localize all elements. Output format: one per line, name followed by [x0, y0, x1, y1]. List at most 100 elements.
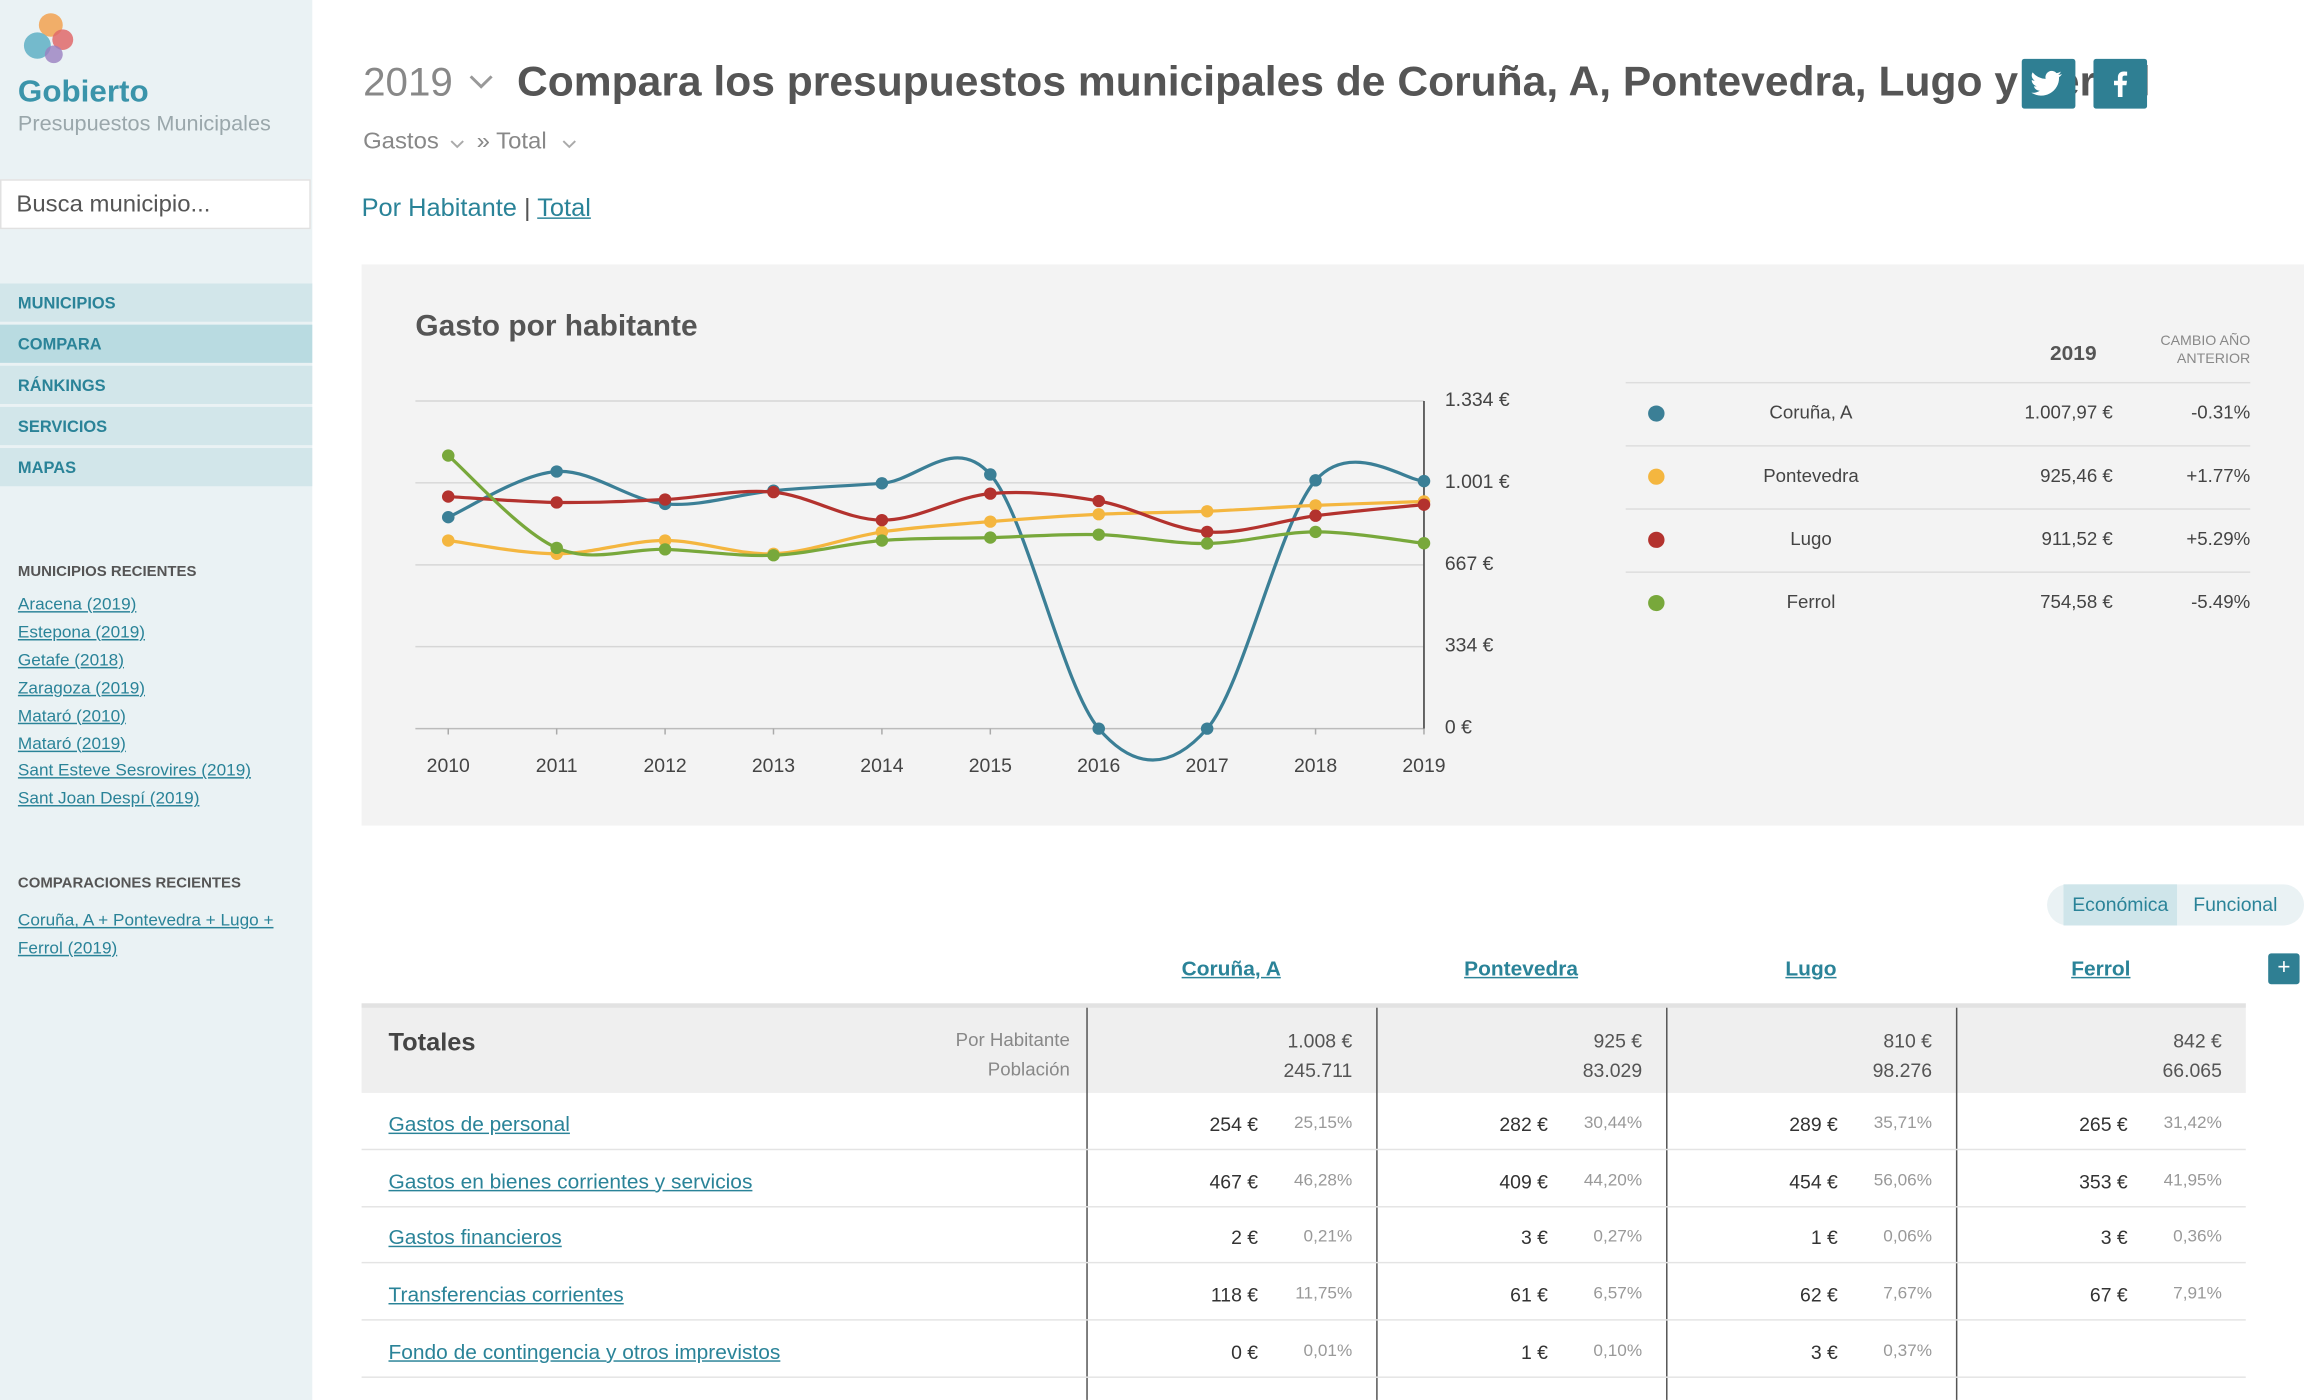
column-header[interactable]: Lugo — [1785, 956, 1837, 980]
legend-value: 925,46 € — [2040, 465, 2113, 487]
chevron — [562, 140, 576, 149]
cell-value: 353 € — [2079, 1170, 2128, 1193]
x-tick-label: 2013 — [752, 756, 795, 777]
column-header[interactable]: Ferrol — [2071, 956, 2131, 980]
legend-change: +1.77% — [2186, 465, 2251, 487]
row-label[interactable]: Fondo de contingencia y otros imprevisto… — [388, 1339, 781, 1363]
recent-link[interactable]: Zaragoza (2019) — [17, 679, 145, 698]
legend-change: -5.49% — [2191, 592, 2251, 613]
point — [1309, 525, 1322, 539]
cell-percent: 0,21% — [1303, 1228, 1353, 1247]
x-tick-label: 2010 — [427, 756, 470, 777]
area-select[interactable]: » Total — [476, 129, 547, 155]
point — [441, 534, 455, 547]
cell-percent: 31,42% — [2163, 1114, 2222, 1133]
row-label[interactable]: Gastos de personal — [388, 1112, 570, 1136]
point — [1200, 537, 1214, 550]
tab-active[interactable]: Económica — [2063, 884, 2178, 926]
legend-dot — [1648, 531, 1665, 548]
nav-item[interactable]: MUNICIPIOS — [0, 283, 313, 322]
legend-dot — [1648, 468, 1665, 485]
cell-percent: 30,44% — [1583, 1114, 1643, 1133]
recent-link[interactable]: Mataró (2010) — [17, 707, 126, 726]
nav-item[interactable]: MAPAS — [0, 448, 313, 487]
tab[interactable]: Funcional — [2193, 893, 2278, 916]
year-select[interactable]: 2019 — [363, 60, 453, 105]
recent-link[interactable]: Sant Joan Despí (2019) — [17, 790, 200, 809]
cell-percent: 0,37% — [1883, 1342, 1933, 1360]
cell-percent: 0,01% — [1303, 1342, 1353, 1360]
kind-select[interactable]: Gastos — [363, 129, 439, 155]
population: 83.029 — [1582, 1059, 1643, 1082]
recent-link[interactable]: Estepona (2019) — [17, 624, 146, 642]
recent-link[interactable]: Getafe (2018) — [17, 651, 124, 670]
point — [441, 449, 455, 462]
series-line — [448, 489, 1425, 534]
x-tick-label: 2011 — [536, 756, 578, 777]
per-inhabitant-label: Por Habitante — [955, 1029, 1070, 1051]
twitter-button[interactable] — [2021, 58, 2076, 109]
recent-link[interactable]: Aracena (2019) — [17, 596, 137, 615]
total-link[interactable]: Total — [537, 193, 591, 222]
logo-subtitle: Presupuestos Municipales — [17, 113, 271, 137]
per-inhabitant: 810 € — [1883, 1029, 1933, 1052]
cell-value: 3 € — [1520, 1227, 1548, 1250]
point — [875, 534, 889, 547]
legend-name: Lugo — [1790, 528, 1832, 550]
point — [767, 485, 780, 499]
recent-link[interactable]: Sant Esteve Sesrovires (2019) — [17, 762, 251, 781]
population-label: Población — [987, 1059, 1070, 1080]
legend-change: +5.29% — [2186, 528, 2251, 550]
legend-dot — [1648, 405, 1665, 422]
point — [984, 531, 997, 544]
chevron — [469, 75, 493, 89]
y-tick-label: 0 € — [1445, 718, 1472, 739]
nav-item[interactable]: COMPARA — [0, 324, 313, 363]
row-label[interactable]: Gastos financieros — [388, 1225, 562, 1250]
add-button[interactable]: + — [2268, 953, 2300, 985]
cell-percent: 0,36% — [2173, 1228, 2222, 1247]
point — [550, 541, 563, 555]
cell-value: 467 € — [1209, 1170, 1259, 1193]
point — [658, 543, 672, 556]
population: 66.065 — [2162, 1059, 2222, 1082]
per-inhabitant-link[interactable]: Por Habitante — [361, 193, 517, 222]
page-title: Compara los presupuestos municipales de … — [516, 58, 2151, 106]
y-tick-label: 334 € — [1445, 636, 1494, 657]
totals-label: Totales — [388, 1028, 476, 1057]
facebook-button[interactable] — [2093, 58, 2148, 109]
comparison-link[interactable]: Coruña, A + Pontevedra + Lugo + Ferrol (… — [17, 912, 274, 958]
legend-row-line — [1625, 445, 2251, 447]
per-inhabitant: 925 € — [1593, 1029, 1643, 1052]
legend-change: -0.31% — [2191, 402, 2251, 424]
cell-value: 289 € — [1789, 1113, 1838, 1136]
search-input[interactable]: Busca municipio... — [0, 179, 311, 230]
column-header[interactable]: Coruña, A — [1181, 956, 1281, 980]
cell-value: 1 € — [1520, 1340, 1548, 1363]
row-label[interactable]: Gastos en bienes corrientes y servicios — [388, 1168, 753, 1193]
cell-value: 409 € — [1499, 1170, 1548, 1193]
row-line — [361, 1262, 2246, 1264]
row-label[interactable]: Transferencias corrientes — [388, 1282, 624, 1307]
recent-link[interactable]: Mataró (2019) — [17, 735, 126, 753]
point — [1092, 508, 1106, 521]
chart-panel: Gasto por habitante 0 € 334 € 667 € 1.001 €… — [361, 264, 2304, 826]
cell-percent: 35,71% — [1873, 1114, 1933, 1133]
cell-percent: 7,67% — [1883, 1285, 1933, 1304]
legend-name: Ferrol — [1786, 592, 1836, 613]
y-tick-label: 1.001 € — [1445, 472, 1510, 493]
point — [875, 513, 889, 527]
y-tick-label: 667 € — [1445, 554, 1494, 575]
nav-item[interactable]: RÁNKINGS — [0, 365, 313, 404]
population: 98.276 — [1872, 1059, 1933, 1082]
cell-value: 282 € — [1499, 1113, 1548, 1136]
row-line — [361, 1376, 2246, 1378]
cell-value: 454 € — [1789, 1170, 1838, 1193]
cell-percent: 46,28% — [1293, 1171, 1353, 1190]
point — [441, 490, 455, 503]
separator: | — [523, 193, 531, 222]
row-line — [361, 1148, 2246, 1151]
nav-item[interactable]: SERVICIOS — [0, 406, 313, 446]
column-header[interactable]: Pontevedra — [1464, 956, 1579, 980]
